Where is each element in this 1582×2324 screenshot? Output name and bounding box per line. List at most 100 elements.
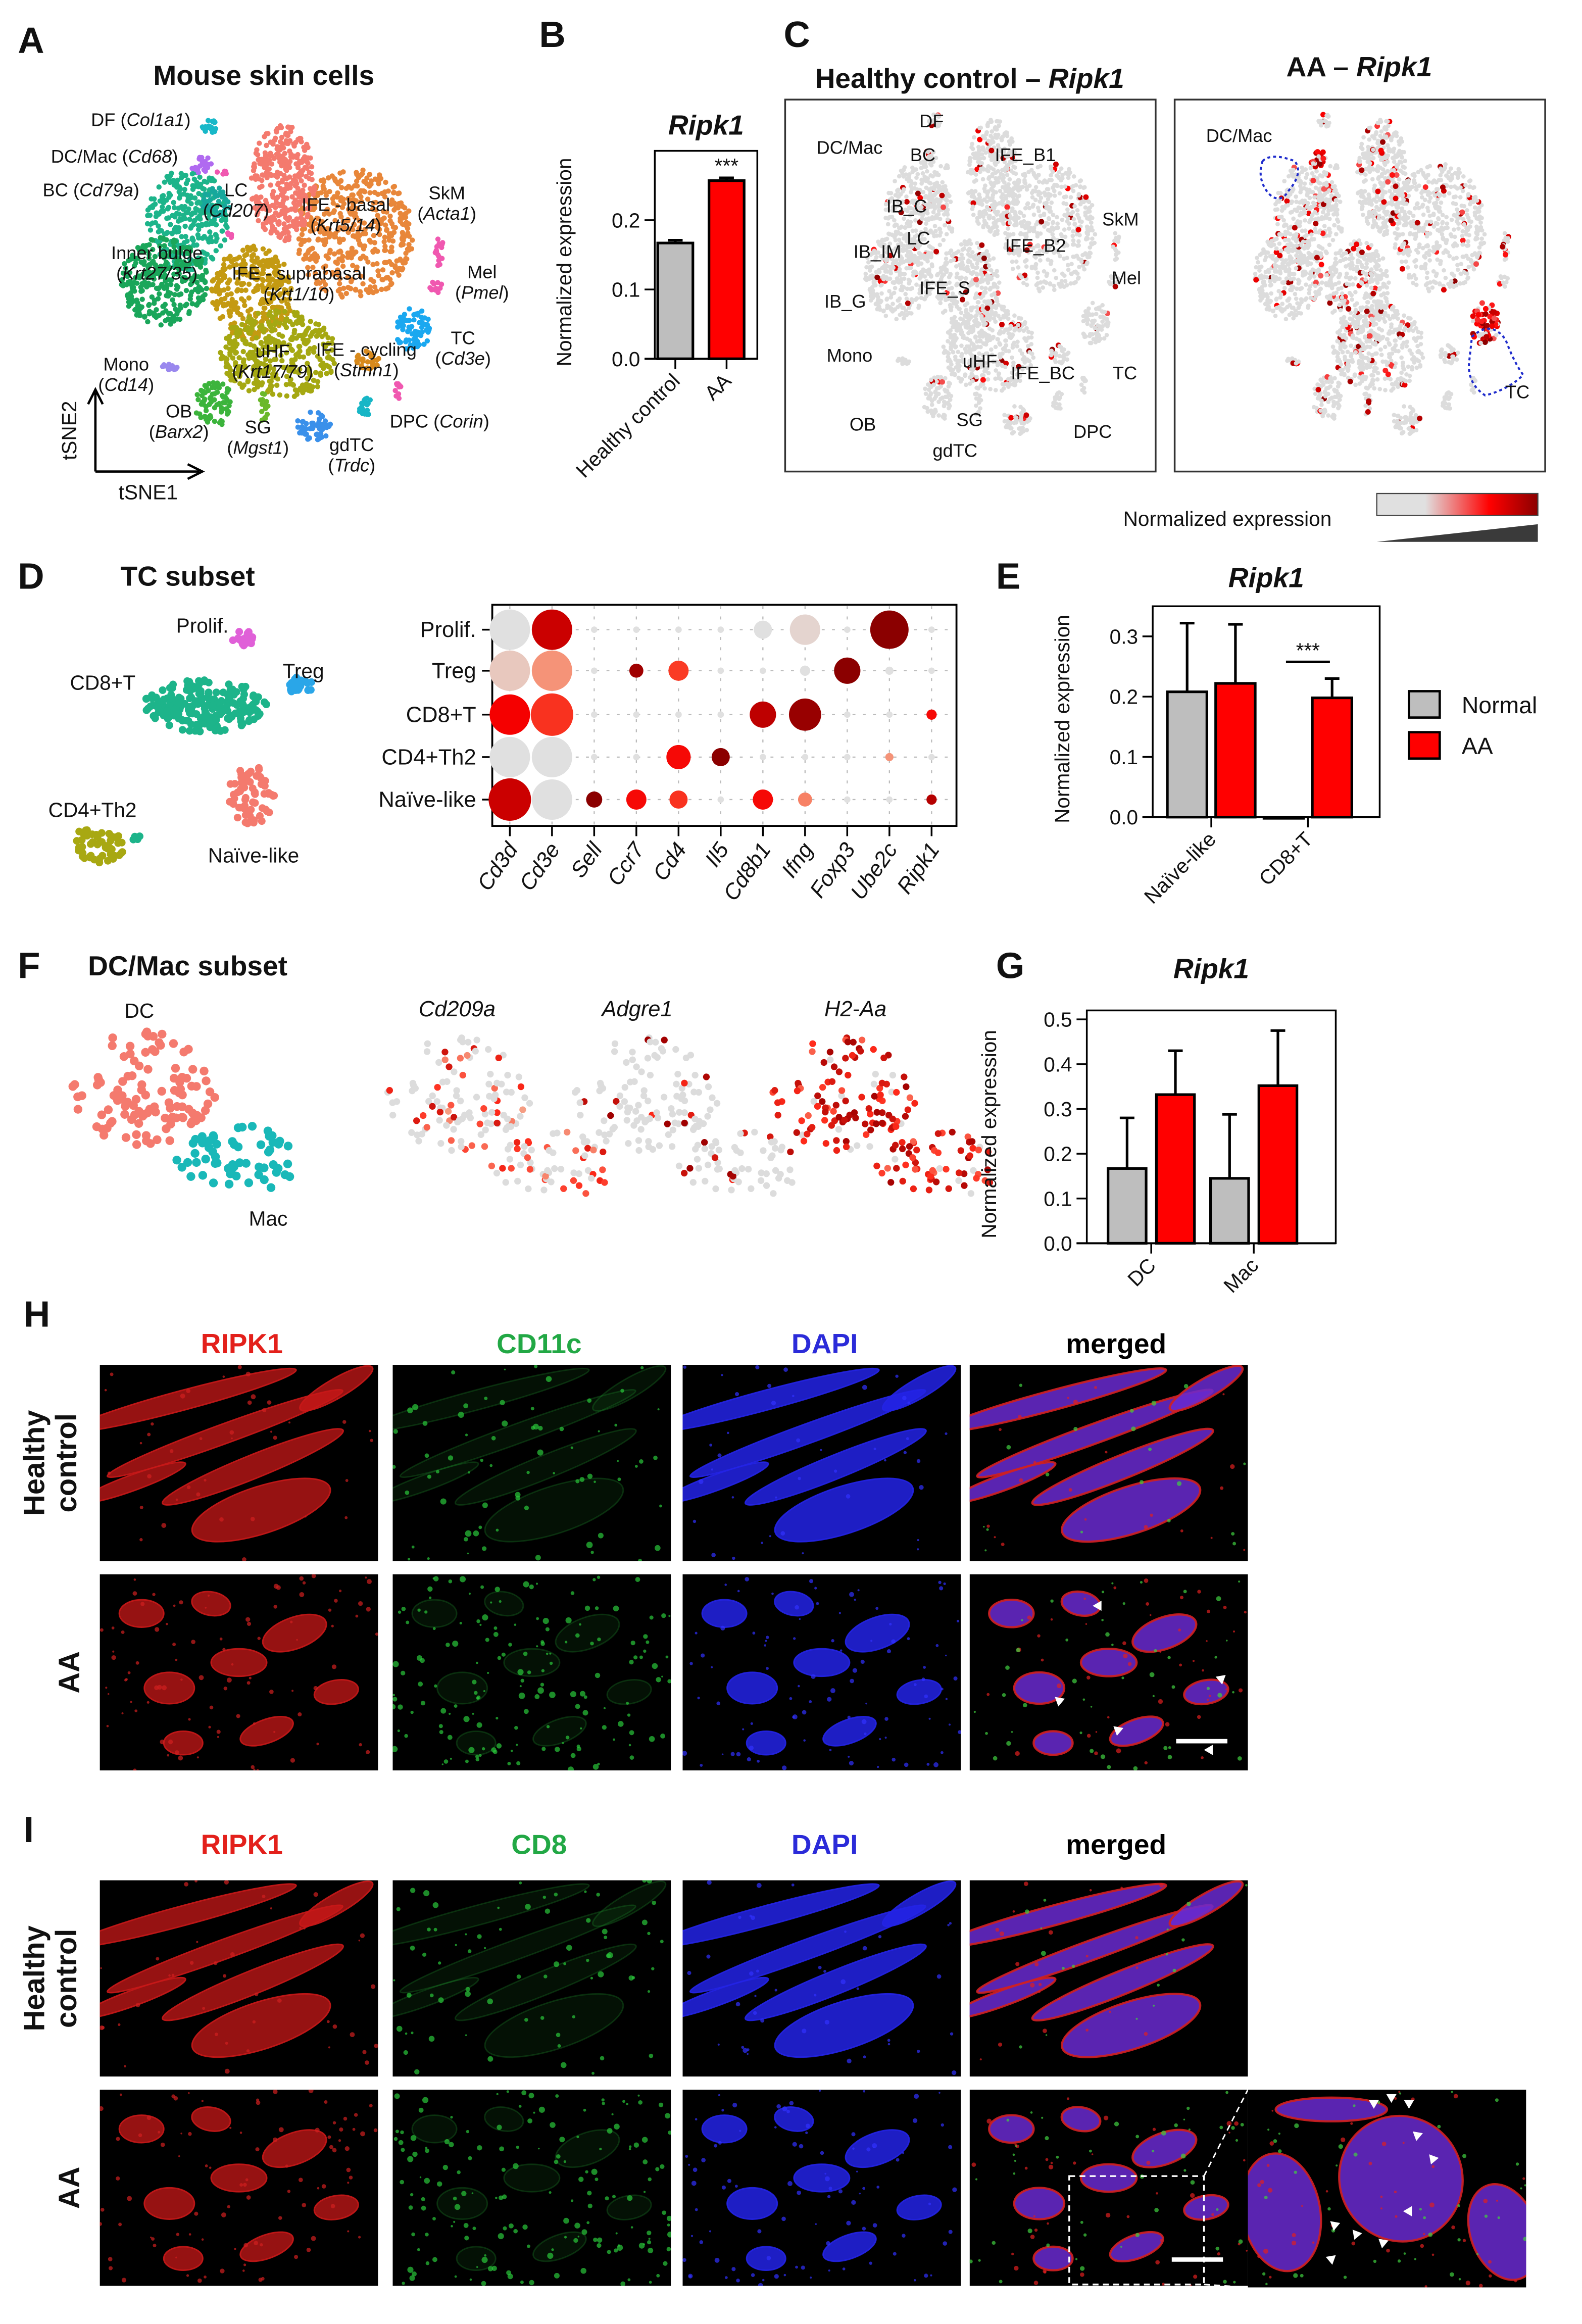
expression-point	[943, 376, 948, 381]
expression-point	[1014, 259, 1019, 264]
cell-point	[341, 285, 347, 291]
cell-point	[146, 303, 152, 308]
cell-point	[376, 273, 381, 278]
expression-point	[1067, 167, 1071, 172]
cell-point	[379, 286, 384, 292]
cell-point	[208, 415, 214, 420]
expression-point	[1002, 168, 1007, 173]
cell-point	[264, 175, 270, 180]
expression-point	[1093, 340, 1098, 344]
expression-point	[970, 168, 974, 173]
expression-point	[1012, 313, 1017, 318]
cell-point	[309, 188, 315, 193]
cell-point	[350, 263, 356, 268]
cell-point	[376, 181, 381, 186]
cell-point	[406, 233, 412, 239]
expression-point	[986, 120, 991, 125]
cell-point	[294, 320, 300, 326]
expression-point	[1083, 194, 1089, 200]
cell-point	[362, 189, 368, 194]
cell-point	[366, 289, 372, 295]
expression-point	[1079, 382, 1084, 387]
expression-point	[984, 130, 989, 135]
cell-point	[291, 223, 297, 229]
expression-point	[929, 408, 933, 413]
expression-point	[995, 274, 1000, 278]
cell-point	[326, 234, 332, 240]
cell-point	[375, 222, 381, 227]
expression-point	[1022, 259, 1027, 264]
expression-point	[1085, 255, 1090, 260]
cell-point	[285, 139, 290, 145]
expression-point	[943, 309, 948, 313]
expression-point	[958, 316, 963, 321]
cell-point	[273, 254, 278, 260]
cell-point	[225, 363, 231, 368]
cell-point	[385, 285, 391, 291]
cell-point	[223, 302, 228, 308]
cell-point	[331, 251, 337, 257]
expression-point	[1004, 338, 1008, 343]
cell-point	[323, 190, 329, 196]
marker-gene: (Cd14)	[98, 374, 154, 395]
cell-point	[279, 333, 285, 339]
expression-point	[1073, 280, 1078, 285]
cell-point	[216, 401, 222, 407]
expression-point	[969, 329, 974, 334]
expression-point	[1100, 324, 1105, 329]
expression-point	[966, 318, 971, 323]
expression-point	[937, 217, 943, 221]
cell-point	[220, 314, 226, 320]
cell-point	[327, 248, 333, 253]
expression-point	[1019, 275, 1024, 280]
cell-point	[285, 124, 291, 130]
expression-point	[1086, 312, 1092, 317]
cell-point	[310, 384, 316, 390]
cell-point	[304, 165, 310, 171]
y-axis-label: tSNE2	[58, 401, 81, 460]
cell-point	[315, 226, 321, 232]
cell-point	[192, 218, 197, 223]
cell-point	[296, 159, 303, 165]
cell-point	[334, 179, 340, 185]
cell-point	[286, 215, 292, 221]
cell-point	[297, 349, 303, 354]
cell-point	[203, 124, 208, 130]
cell-point	[262, 227, 268, 232]
cell-point	[146, 311, 152, 317]
cell-point	[286, 234, 292, 239]
expression-point	[952, 341, 956, 345]
expression-point	[1004, 204, 1010, 210]
cell-point	[387, 213, 393, 219]
cell-point	[335, 288, 341, 293]
marker-gene: (Krt17/79)	[232, 361, 313, 382]
expression-point	[996, 372, 1001, 377]
cell-point	[299, 210, 304, 216]
cell-point	[150, 220, 156, 226]
cell-point	[289, 348, 295, 353]
cell-point	[307, 346, 313, 352]
cell-point	[135, 303, 140, 309]
expression-point	[1021, 213, 1026, 218]
expression-point	[924, 221, 928, 226]
expression-point	[1031, 188, 1035, 193]
cell-point	[384, 209, 389, 215]
expression-point	[984, 249, 989, 254]
chart-title: Ripk1	[668, 110, 744, 141]
cell-point	[298, 168, 304, 174]
cluster-label: gdTC	[329, 434, 374, 455]
tsne-points	[119, 118, 446, 442]
expression-point	[970, 204, 975, 209]
expression-point	[926, 387, 931, 392]
cell-point	[315, 379, 321, 384]
cell-point	[388, 233, 394, 238]
cell-point	[195, 289, 201, 294]
cell-point	[365, 196, 371, 202]
expression-point	[975, 240, 979, 245]
x-axis-label: tSNE1	[119, 481, 178, 504]
cell-point	[319, 334, 325, 339]
cell-point	[318, 372, 324, 378]
expression-point	[900, 356, 905, 361]
cell-point	[375, 249, 380, 254]
cell-point	[149, 196, 154, 202]
